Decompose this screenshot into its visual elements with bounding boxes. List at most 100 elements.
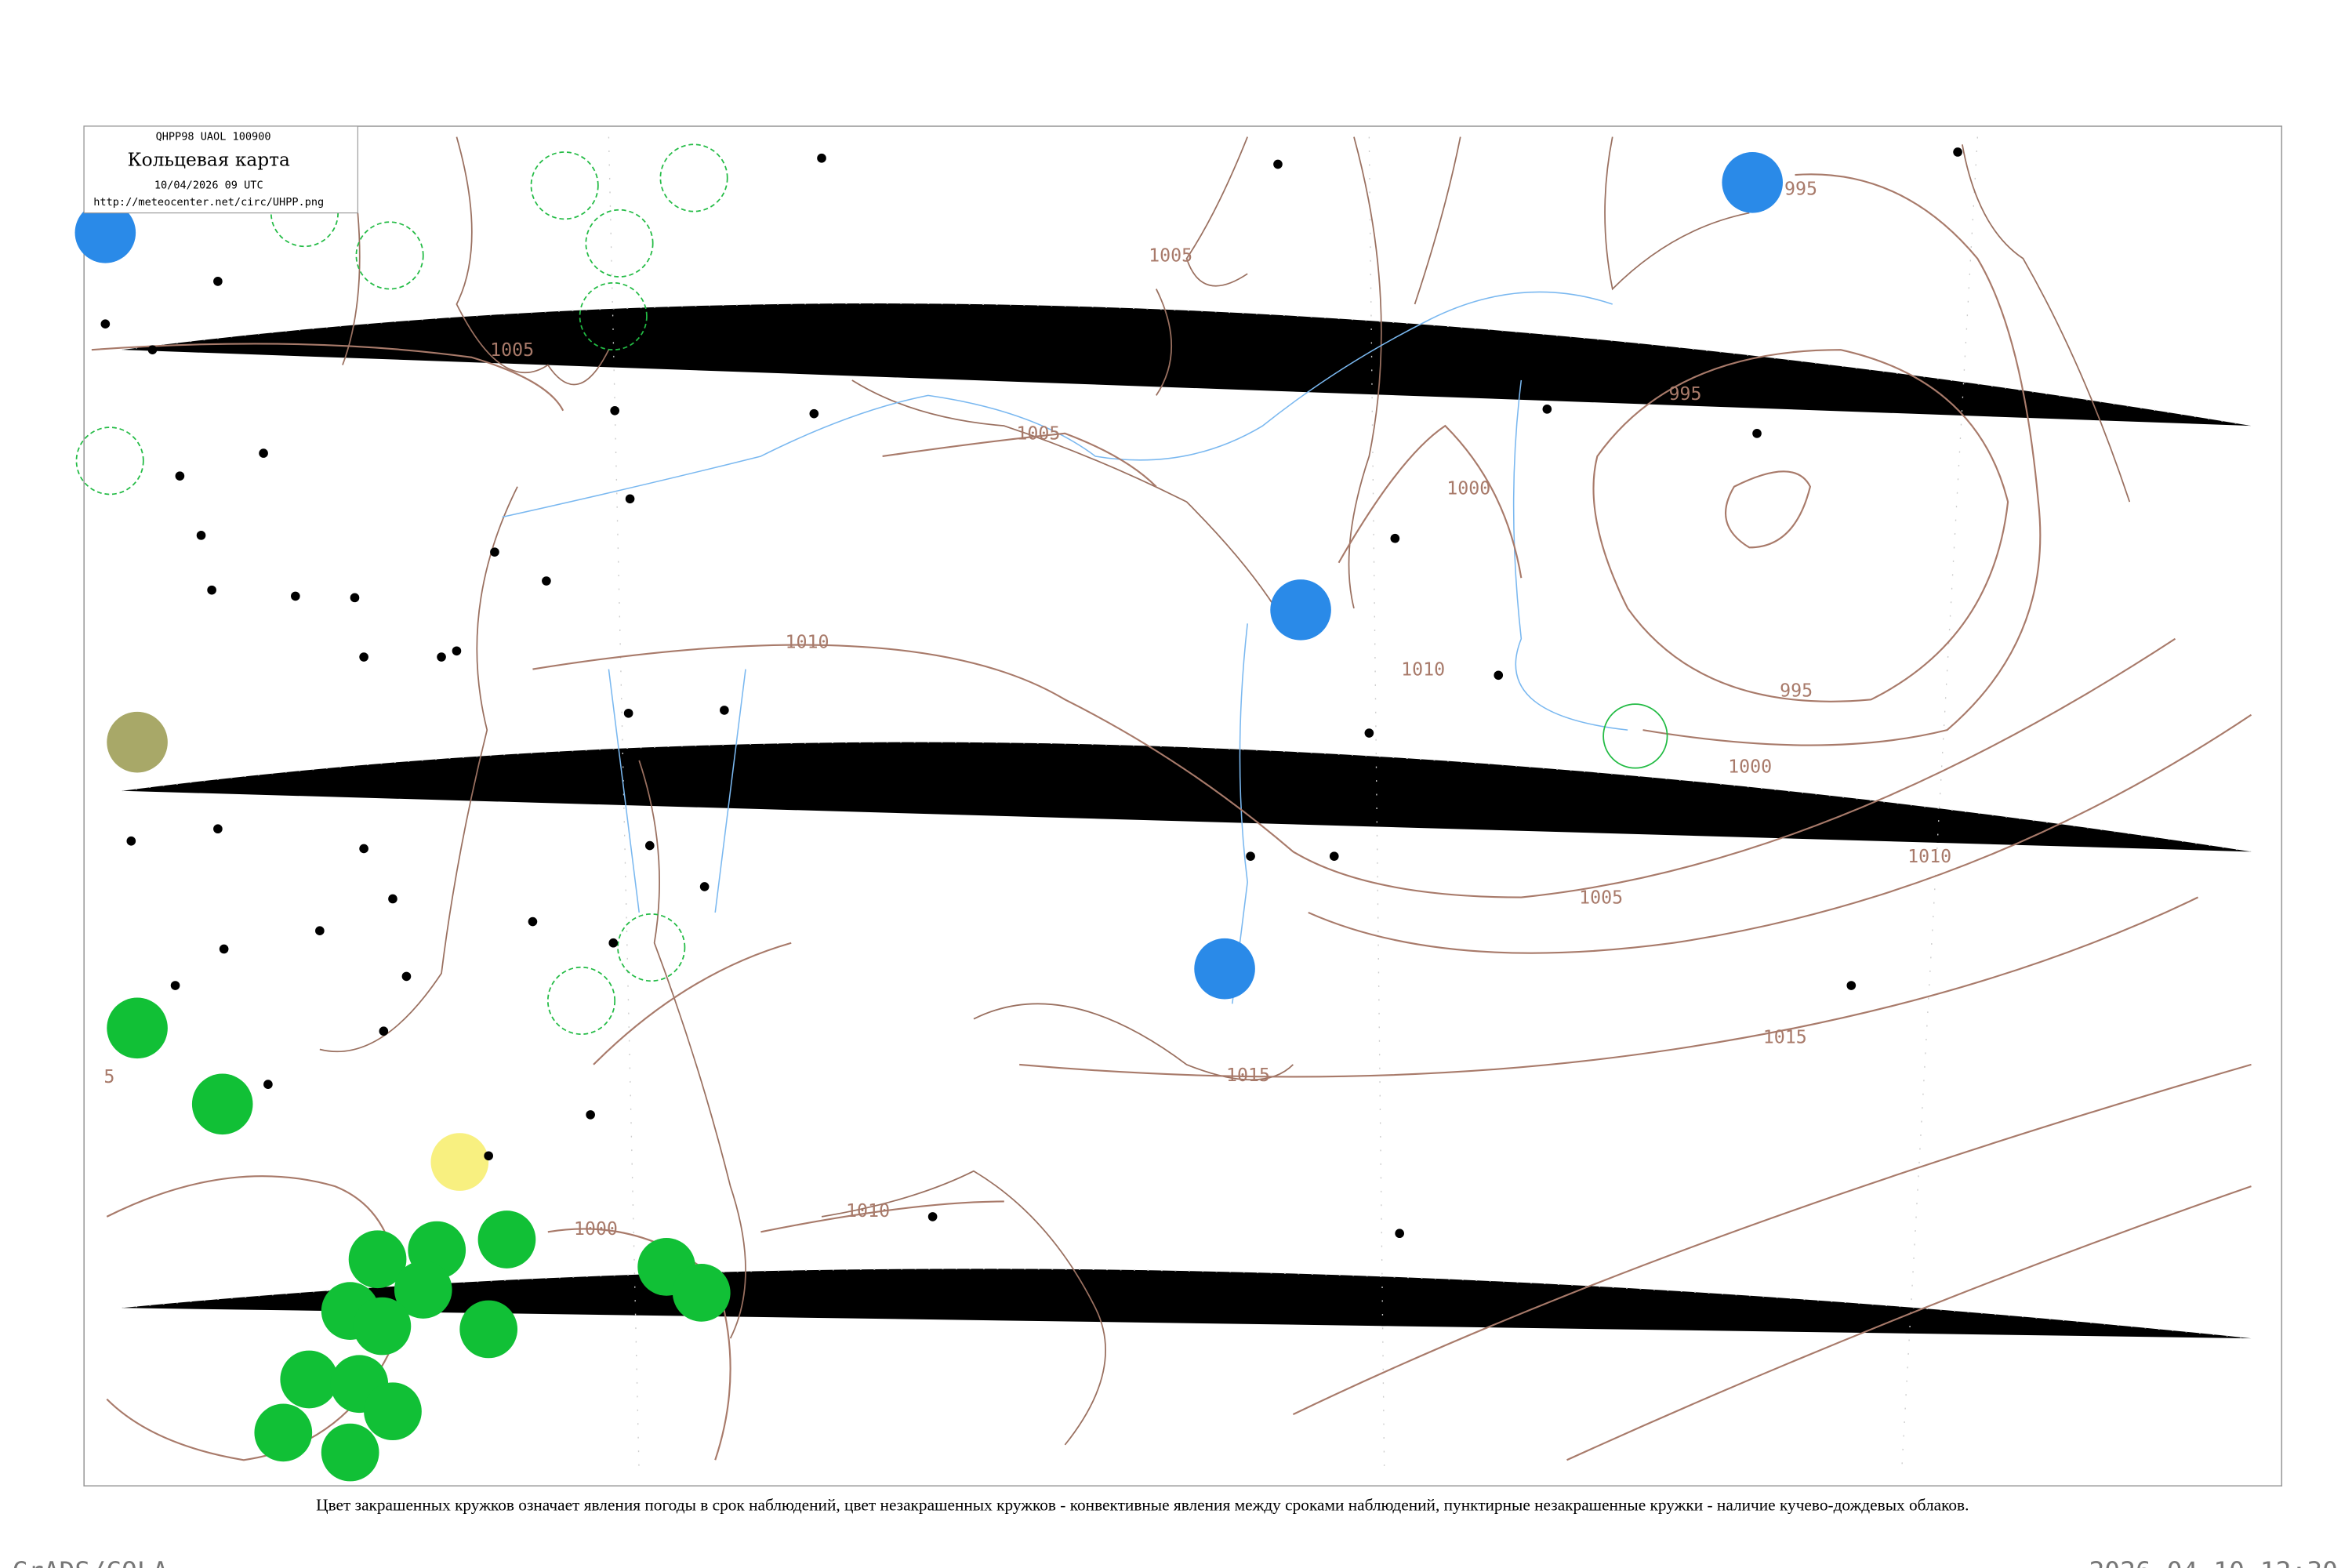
map-shape [263,1080,273,1089]
isobar-label: 1010 [1907,846,1951,867]
footer-right: 2026-04-10-12:30 [2089,1556,2338,1568]
map-shape [1019,896,2199,1078]
map-shape [394,1261,452,1319]
map-shape [350,593,360,603]
rivers [502,291,1628,1004]
map-shape [672,1264,731,1322]
isobar-label: 1010 [785,631,829,652]
map-shape [1270,579,1331,641]
map-shape [873,311,883,321]
isobar-label: 1015 [1226,1065,1270,1086]
map-shape [213,824,223,834]
map-shape [644,840,655,851]
map-shape [1273,159,1283,169]
isobar-label: 1010 [1401,659,1445,680]
isobar-label: 1005 [490,339,534,361]
map-shape [699,882,710,891]
map-shape [321,1423,379,1482]
map-shape [610,405,620,416]
map-shape [546,966,616,1035]
map-shape [191,1073,253,1135]
map-shape [259,448,268,458]
map-shape [623,708,633,718]
map-shape [586,1110,595,1120]
map-shape [452,646,462,656]
isobar-label: 1005 [1016,423,1060,445]
map-shape [432,786,442,796]
header-frame [83,125,358,214]
map-shape [1390,533,1400,543]
map-shape [459,1300,518,1359]
map-shape [353,1297,412,1356]
map-shape [107,997,168,1059]
map-shape [1494,670,1504,681]
coastlines [319,136,2131,1446]
map-shape [147,345,158,354]
map-shape [280,1350,339,1409]
isobar-label: 995 [1669,383,1702,405]
map-shape [817,153,826,163]
isobar-label: 995 [1780,680,1813,701]
map-shape [175,471,185,481]
map-shape [1246,851,1255,861]
map-shape [659,143,728,212]
map-shape [882,432,1157,488]
map-shape [579,281,648,351]
map-shape [809,408,819,419]
map-shape [848,318,858,328]
map-shape [1642,173,2042,746]
map-shape [430,1133,489,1191]
map-shape [388,894,397,904]
isobar-label: 5 [103,1066,114,1087]
map-shape [122,136,2252,1475]
map-shape [608,938,619,948]
map-shape [290,591,300,601]
header-title: Кольцевая карта [128,149,290,170]
station-dots [100,147,1962,1239]
map-shape [1953,147,1962,157]
map-shape [528,916,538,927]
map-shape [542,576,551,586]
map-shape [91,343,564,412]
map-shape [196,531,206,540]
map-shape [502,291,1628,1004]
map-shape [401,971,412,982]
map-shape [1364,728,1374,738]
map-shape [490,547,499,557]
map-shape [355,221,424,290]
caption: Цвет закрашенных кружков означает явлени… [316,1495,1969,1514]
map-shape [585,209,654,278]
map-shape [319,136,2131,1446]
map-shape [760,1200,1004,1233]
map-shape [1592,349,2009,702]
map-shape [532,637,2176,898]
isobar-labels: 1005 1005 1005 1010 1000 995 995 1000 99… [103,178,1951,1240]
isobar-label: 1000 [1728,756,1772,777]
map-shape [437,652,446,662]
map-shape [170,981,180,990]
weather-circles [74,151,1784,1482]
map-shape [1752,429,1762,438]
isobar-label: 1005 [1579,887,1623,908]
map-shape [348,1230,407,1289]
map-shape [530,151,599,220]
isobar-label: 995 [1784,178,1817,199]
map-shape [720,706,729,715]
map-shape [484,1151,494,1161]
map-shape [1542,405,1552,414]
map-shape [254,1403,313,1462]
map-shape [74,202,136,263]
map-shape [379,1026,389,1036]
map-shape [207,585,216,595]
map-shape [1398,787,1407,797]
header-time: 10/04/2026 09 UTC [154,180,263,192]
map-shape [593,942,792,1065]
map-shape [107,997,731,1482]
map-shape [1338,424,1523,579]
map-shape [1602,703,1668,769]
map-shape [1308,713,2252,954]
map-shape [213,277,223,286]
map-shape [359,844,368,854]
map-shape [1722,151,1784,213]
